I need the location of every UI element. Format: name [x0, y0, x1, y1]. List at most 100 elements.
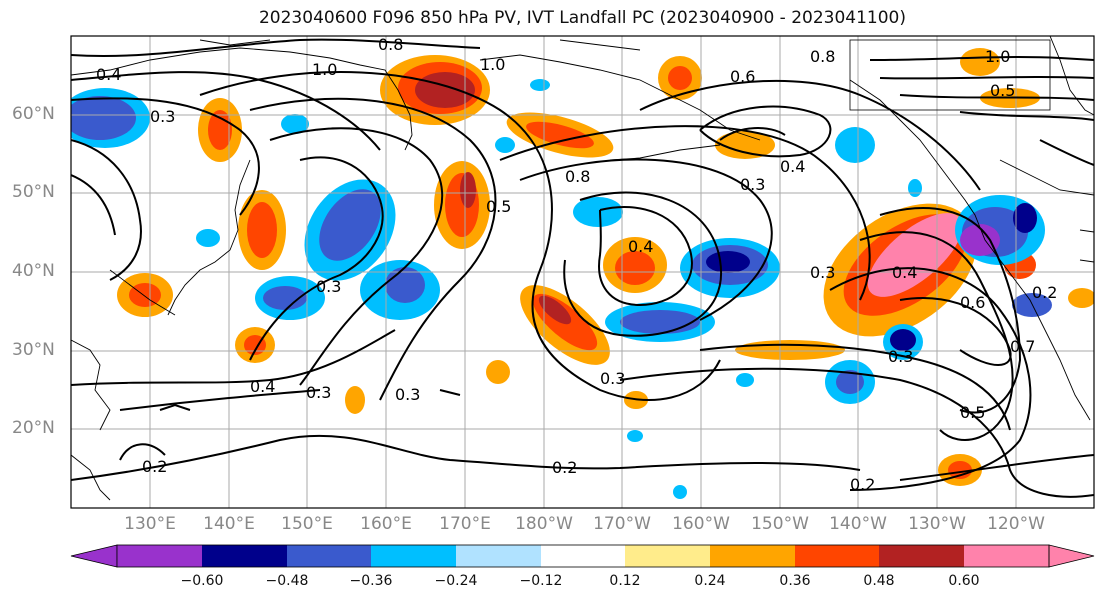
pv-positive-region: [867, 213, 963, 297]
pv-negative-region: [706, 251, 750, 273]
lon-label: 140°E: [203, 514, 255, 534]
map-title: 2023040600 F096 850 hPa PV, IVT Landfall…: [258, 8, 906, 28]
contour-label: 0.4: [780, 157, 805, 176]
pv-positive-region: [208, 110, 232, 150]
lon-label: 150°W: [751, 514, 809, 534]
colorbar-tick-label: −0.24: [434, 573, 478, 589]
contour-label: 0.6: [730, 67, 755, 86]
lat-label: 20°N: [12, 418, 55, 438]
lon-label: 150°E: [281, 514, 333, 534]
contour-label: 0.2: [1032, 283, 1057, 302]
pv-positive-region: [668, 66, 692, 90]
lon-label: 180°W: [515, 514, 573, 534]
pv-positive-region: [715, 131, 775, 159]
pv-negative-region: [620, 310, 700, 334]
colorbar-segment: [795, 545, 879, 567]
contour-label: 0.3: [810, 263, 835, 282]
pv-negative-region: [736, 373, 754, 387]
pv-negative-region: [263, 286, 307, 310]
lon-label: 130°E: [124, 514, 176, 534]
contour-label: 0.2: [552, 458, 577, 477]
pv-negative-region: [673, 485, 687, 499]
lon-label: 120°W: [987, 514, 1045, 534]
pv-negative-region: [281, 114, 309, 134]
lon-label: 160°W: [672, 514, 730, 534]
pv-positive-region: [960, 48, 1000, 76]
pv-positive-region: [415, 72, 475, 108]
pv-positive-region: [1068, 288, 1094, 308]
contour-label: 0.4: [892, 263, 917, 282]
pv-negative-region: [960, 224, 1000, 256]
pv-positive-region: [345, 386, 365, 414]
contour-label: 0.3: [740, 175, 765, 194]
pv-negative-region: [1013, 203, 1037, 233]
contour-label: 0.3: [316, 277, 341, 296]
contour-label: 0.3: [395, 385, 420, 404]
lat-label: 60°N: [12, 104, 55, 124]
coastlines: [71, 36, 1094, 501]
pv-negative-region: [835, 127, 875, 163]
colorbar-tick-label: −0.48: [265, 573, 309, 589]
contour-label: 0.6: [960, 293, 985, 312]
ivt-contours: [71, 38, 1094, 498]
map-frame: [70, 35, 1095, 509]
colorbar-segment: [117, 545, 202, 567]
colorbar-tick-label: 0.12: [609, 573, 641, 589]
contour-label: 0.3: [600, 369, 625, 388]
colorbar-segment: [879, 545, 964, 567]
pv-negative-region: [530, 79, 550, 91]
pv-positive-region: [486, 360, 510, 384]
lat-label: 40°N: [12, 261, 55, 281]
colorbar-tick-label: −0.36: [349, 573, 393, 589]
colorbar-tick-label: −0.12: [519, 573, 563, 589]
contour-label: 0.3: [306, 383, 331, 402]
colorbar: [70, 544, 1095, 568]
lon-label: 140°W: [829, 514, 887, 534]
colorbar-tick-label: 0.48: [863, 573, 895, 589]
pv-positive-region: [247, 202, 277, 258]
contour-label: 0.5: [990, 81, 1015, 100]
pv-negative-region: [890, 329, 916, 351]
pv-negative-region: [908, 179, 922, 197]
contour-label-layer: 0.4 0.3 1.0 0.8 1.0 0.6 1.0 0.5 0.8 0.4 …: [96, 35, 1057, 494]
pv-shading: [71, 48, 1094, 499]
contour-label: 0.5: [486, 197, 511, 216]
contour-label: 0.3: [888, 347, 913, 366]
contour-label: 0.2: [142, 457, 167, 476]
pv-positive-region: [538, 295, 572, 325]
lon-label: 170°E: [439, 514, 491, 534]
pv-negative-region: [495, 137, 515, 153]
pv-negative-region: [627, 430, 643, 442]
lat-label: 50°N: [12, 182, 55, 202]
contour-label: 0.7: [1010, 337, 1035, 356]
pv-positive-region: [526, 121, 594, 149]
colorbar-segment: [202, 545, 287, 567]
graticule: [71, 36, 1094, 508]
contour-label: 0.8: [378, 35, 403, 54]
colorbar-segment: [625, 545, 710, 567]
contour-label: 0.3: [150, 107, 175, 126]
contour-label: 0.2: [850, 475, 875, 494]
colorbar-max-extension: [1048, 544, 1095, 568]
contour-label: 1.0: [312, 60, 337, 79]
lon-label: 160°E: [360, 514, 412, 534]
map-plot-area: 0.4 0.3 1.0 0.8 1.0 0.6 1.0 0.5 0.8 0.4 …: [71, 35, 1094, 508]
lon-label: 130°W: [908, 514, 966, 534]
contour-label: 1.0: [480, 55, 505, 74]
contour-label: 0.4: [96, 65, 121, 84]
colorbar-segment: [371, 545, 456, 567]
pv-negative-region: [196, 229, 220, 247]
colorbar-tick-label: 0.60: [948, 573, 980, 589]
pv-positive-region: [129, 283, 161, 307]
colorbar-tick-label: 0.24: [694, 573, 726, 589]
lat-label: 30°N: [12, 340, 55, 360]
pv-positive-region: [735, 340, 845, 360]
colorbar-segment: [541, 545, 625, 567]
colorbar-tick-label: −0.60: [180, 573, 224, 589]
pv-positive-region: [460, 172, 476, 208]
pv-negative-region: [573, 197, 623, 227]
colorbar-segment: [964, 545, 1049, 567]
pv-negative-region: [71, 96, 136, 140]
contour-label: 0.8: [565, 167, 590, 186]
